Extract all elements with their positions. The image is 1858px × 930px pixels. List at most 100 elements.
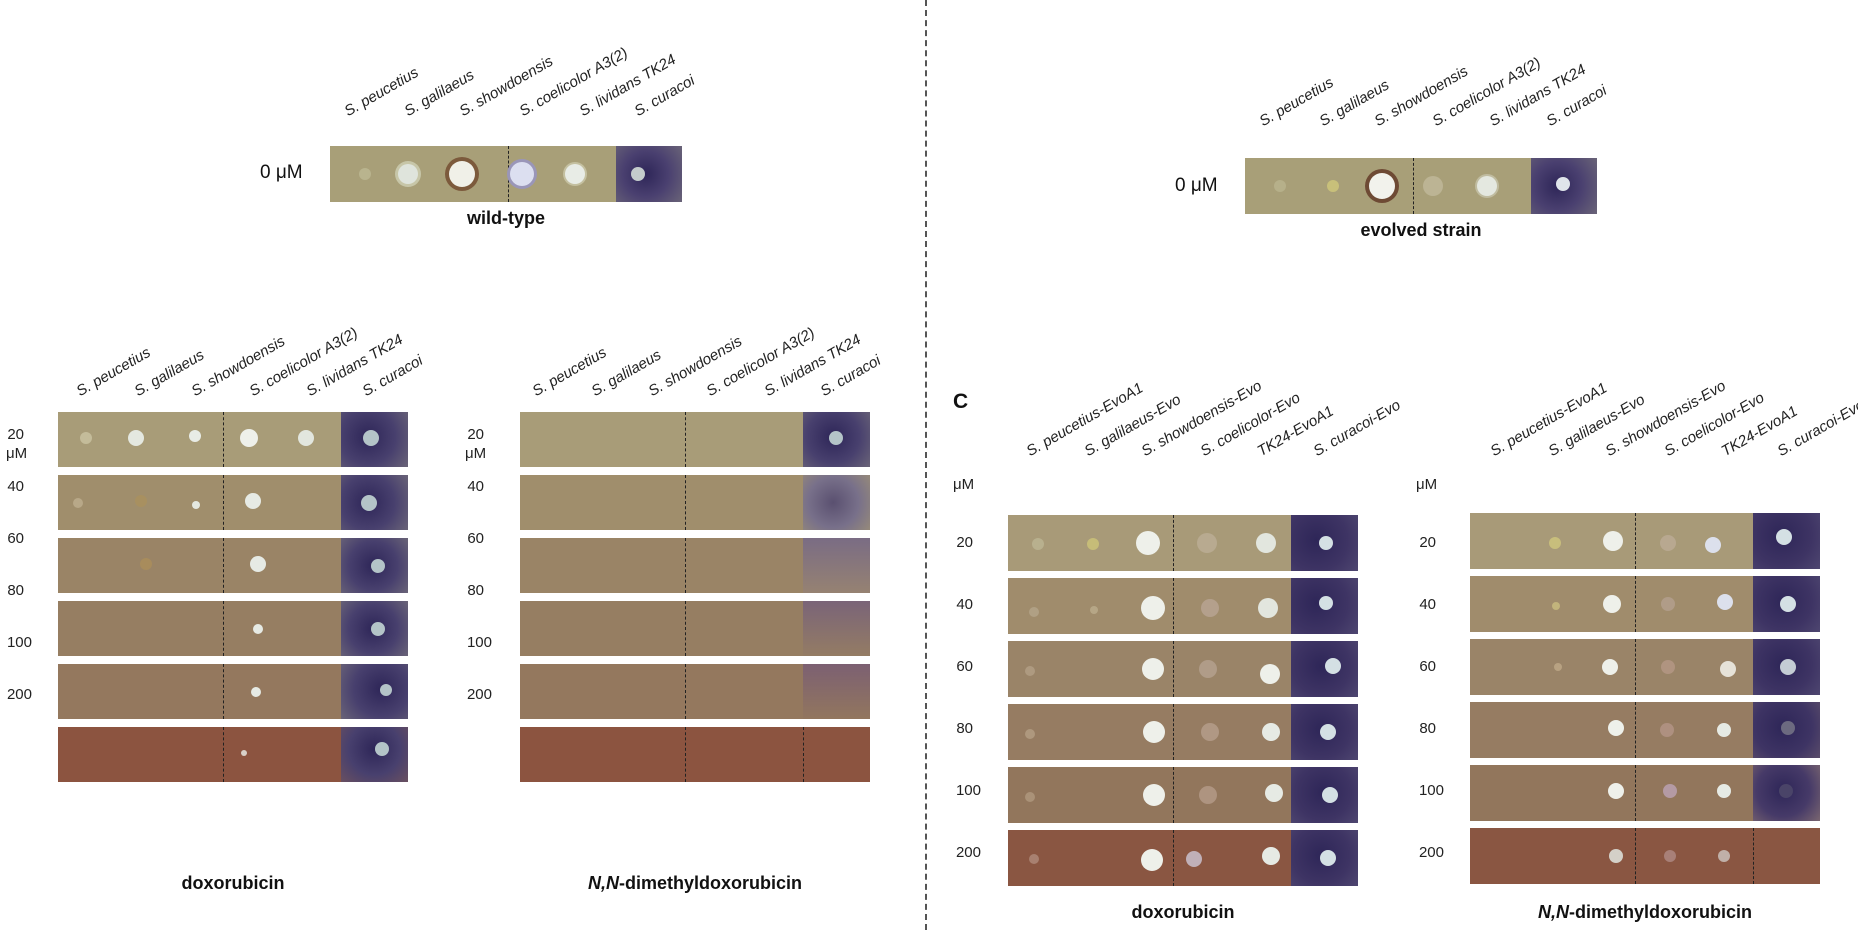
caption-prefix: N,N — [1537, 902, 1569, 922]
colony — [1025, 666, 1035, 676]
purple-halo — [803, 475, 870, 530]
plate-image — [330, 146, 682, 202]
colony — [241, 750, 247, 756]
plate-row-40 — [58, 475, 408, 530]
concentration-label: 60 — [1419, 658, 1436, 675]
plate-cut-line — [223, 727, 224, 782]
panel-doxorubicin-evo: S. peucetius-EvoA1 S. galilaeus-Evo S. s… — [945, 350, 1403, 930]
strain-header: S. peucetius-EvoA1 S. galilaeus-Evo S. s… — [1408, 350, 1858, 470]
concentration-label: 100 — [6, 634, 32, 651]
colony — [1262, 723, 1280, 741]
plate-cut-line — [1635, 639, 1636, 695]
plate-row-100 — [58, 664, 408, 719]
colony — [1661, 597, 1675, 611]
colony — [1780, 659, 1796, 675]
colony — [1781, 721, 1795, 735]
plate-cut-line — [223, 538, 224, 593]
colony — [1201, 723, 1219, 741]
colony — [1260, 664, 1280, 684]
plate-row-200 — [1008, 830, 1358, 886]
panel-wildtype: S. peucetius S. galilaeus S. showdoensis… — [260, 30, 720, 230]
concentration-label: 200 — [955, 844, 981, 861]
concentration-label: 20 — [467, 426, 484, 443]
colony — [192, 501, 200, 509]
colony — [1720, 661, 1736, 677]
colony — [565, 164, 585, 184]
colony — [253, 624, 263, 634]
plate-cut-line — [1173, 830, 1174, 886]
plate-row-100 — [1008, 767, 1358, 823]
purple-halo — [341, 727, 408, 782]
colony — [1477, 176, 1497, 196]
plate-cut-line — [1173, 515, 1174, 571]
plate-cut-line — [223, 664, 224, 719]
strain-label: S. showdoensis — [1371, 62, 1471, 130]
colony — [1718, 850, 1730, 862]
colony — [1717, 594, 1733, 610]
caption-prefix: N,N — [587, 873, 619, 893]
strain-header: S. peucetius S. galilaeus S. showdoensis… — [450, 290, 884, 410]
concentration-label: 60 — [7, 530, 24, 547]
colony — [1141, 596, 1165, 620]
colony — [1608, 783, 1624, 799]
colony — [1199, 660, 1217, 678]
plate-row-200 — [520, 727, 870, 782]
plate-cut-line — [1635, 702, 1636, 758]
colony — [251, 687, 261, 697]
plate-cut-line — [1413, 158, 1414, 214]
plate-row-20 — [1008, 515, 1358, 571]
colony — [1319, 536, 1333, 550]
concentration-label: 40 — [467, 478, 484, 495]
strain-label: S. showdoensis — [188, 332, 288, 400]
panel-caption: wild-type — [466, 208, 545, 228]
panel-letter: C — [953, 390, 969, 413]
plate-row-200 — [58, 727, 408, 782]
plate-row-200 — [1470, 828, 1820, 884]
colony — [361, 495, 377, 511]
panel-dimethyl-evo: S. peucetius-EvoA1 S. galilaeus-Evo S. s… — [1408, 350, 1858, 930]
purple-halo — [803, 538, 870, 593]
colony — [135, 495, 147, 507]
colony — [128, 430, 144, 446]
plate-cut-line — [685, 664, 686, 719]
plate-cut-line — [685, 601, 686, 656]
colony — [1325, 658, 1341, 674]
colony — [80, 432, 92, 444]
colony — [1320, 850, 1336, 866]
caption-suffix: -dimethyldoxorubicin — [618, 873, 802, 893]
colony — [363, 430, 379, 446]
colony — [298, 430, 314, 446]
strain-header: S. peucetius S. galilaeus S. showdoensis… — [260, 10, 720, 130]
colony — [1265, 784, 1283, 802]
strain-header: S. peucetius S. galilaeus S. showdoensis… — [1170, 20, 1630, 140]
plate-cut-line — [685, 475, 686, 530]
plate-row-80 — [1470, 702, 1820, 758]
colony — [1136, 531, 1160, 555]
panel-caption: doxorubicin — [181, 873, 285, 893]
panel-caption: doxorubicin — [1131, 902, 1235, 922]
colony — [449, 161, 475, 187]
colony — [1197, 533, 1217, 553]
colony — [1603, 531, 1623, 551]
concentration-label: 200 — [6, 686, 32, 703]
colony — [1608, 720, 1624, 736]
colony — [240, 429, 258, 447]
colony — [1660, 723, 1674, 737]
concentration-label: 20 — [956, 534, 973, 551]
purple-halo — [803, 664, 870, 719]
colony — [250, 556, 266, 572]
colony — [189, 430, 201, 442]
unit-label: μM — [6, 445, 28, 462]
colony — [1327, 180, 1339, 192]
colony — [1262, 847, 1280, 865]
concentration-label: 60 — [467, 530, 484, 547]
plate-row-80 — [520, 601, 870, 656]
plate-row-40 — [520, 475, 870, 530]
concentration-label: 80 — [1419, 720, 1436, 737]
plate-cut-line — [1635, 513, 1636, 569]
plate-row-20 — [58, 412, 408, 467]
colony — [1087, 538, 1099, 550]
plate-cut-line — [223, 601, 224, 656]
colony — [1609, 849, 1623, 863]
caption-suffix: -dimethyldoxorubicin — [1568, 902, 1752, 922]
